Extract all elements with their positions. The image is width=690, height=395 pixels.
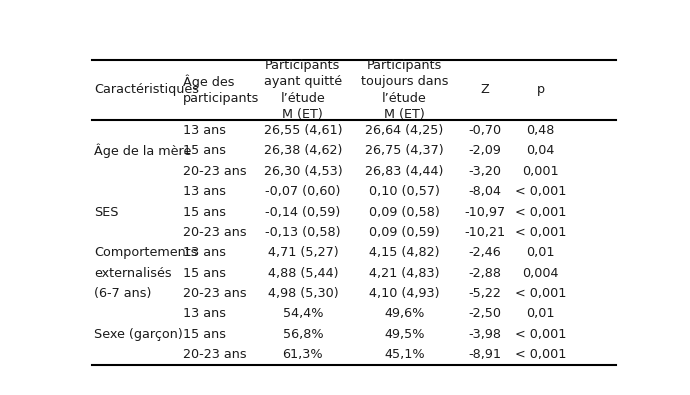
- Text: 15 ans: 15 ans: [182, 145, 226, 158]
- Text: -2,09: -2,09: [469, 145, 501, 158]
- Text: 20-23 ans: 20-23 ans: [182, 226, 246, 239]
- Text: 26,75 (4,37): 26,75 (4,37): [365, 145, 444, 158]
- Text: 49,6%: 49,6%: [384, 307, 424, 320]
- Text: 4,71 (5,27): 4,71 (5,27): [268, 246, 338, 260]
- Text: p: p: [537, 83, 545, 96]
- Text: -3,98: -3,98: [468, 328, 501, 341]
- Text: 4,98 (5,30): 4,98 (5,30): [268, 287, 338, 300]
- Text: < 0,001: < 0,001: [515, 185, 566, 198]
- Text: 15 ans: 15 ans: [182, 205, 226, 218]
- Text: 0,004: 0,004: [522, 267, 559, 280]
- Text: 20-23 ans: 20-23 ans: [182, 348, 246, 361]
- Text: 0,01: 0,01: [526, 246, 555, 260]
- Text: 26,30 (4,53): 26,30 (4,53): [264, 165, 342, 178]
- Text: 26,55 (4,61): 26,55 (4,61): [264, 124, 342, 137]
- Text: 54,4%: 54,4%: [283, 307, 323, 320]
- Text: 0,04: 0,04: [526, 145, 555, 158]
- Text: Participants
ayant quitté
l’étude
M (ET): Participants ayant quitté l’étude M (ET): [264, 59, 342, 121]
- Text: SES: SES: [95, 205, 119, 218]
- Text: 13 ans: 13 ans: [182, 246, 226, 260]
- Text: 4,10 (4,93): 4,10 (4,93): [369, 287, 440, 300]
- Text: -0,14 (0,59): -0,14 (0,59): [265, 205, 340, 218]
- Text: -10,97: -10,97: [464, 205, 505, 218]
- Text: 26,38 (4,62): 26,38 (4,62): [264, 145, 342, 158]
- Text: 0,09 (0,58): 0,09 (0,58): [369, 205, 440, 218]
- Text: -0,13 (0,58): -0,13 (0,58): [265, 226, 341, 239]
- Text: 49,5%: 49,5%: [384, 328, 424, 341]
- Text: -3,20: -3,20: [468, 165, 501, 178]
- Text: 26,64 (4,25): 26,64 (4,25): [365, 124, 444, 137]
- Text: Comportements: Comportements: [95, 246, 198, 260]
- Text: 26,83 (4,44): 26,83 (4,44): [365, 165, 444, 178]
- Text: 0,001: 0,001: [522, 165, 559, 178]
- Text: -8,91: -8,91: [468, 348, 501, 361]
- Text: 13 ans: 13 ans: [182, 185, 226, 198]
- Text: -10,21: -10,21: [464, 226, 505, 239]
- Text: Sexe (garçon): Sexe (garçon): [95, 328, 183, 341]
- Text: < 0,001: < 0,001: [515, 287, 566, 300]
- Text: 20-23 ans: 20-23 ans: [182, 287, 246, 300]
- Text: (6-7 ans): (6-7 ans): [95, 287, 152, 300]
- Text: 0,48: 0,48: [526, 124, 555, 137]
- Text: 4,21 (4,83): 4,21 (4,83): [369, 267, 440, 280]
- Text: 20-23 ans: 20-23 ans: [182, 165, 246, 178]
- Text: -0,70: -0,70: [468, 124, 501, 137]
- Text: Z: Z: [480, 83, 489, 96]
- Text: -2,46: -2,46: [469, 246, 501, 260]
- Text: 56,8%: 56,8%: [282, 328, 323, 341]
- Text: < 0,001: < 0,001: [515, 226, 566, 239]
- Text: 0,09 (0,59): 0,09 (0,59): [369, 226, 440, 239]
- Text: Caractéristiques: Caractéristiques: [95, 83, 199, 96]
- Text: 4,15 (4,82): 4,15 (4,82): [369, 246, 440, 260]
- Text: 15 ans: 15 ans: [182, 267, 226, 280]
- Text: 0,01: 0,01: [526, 307, 555, 320]
- Text: 13 ans: 13 ans: [182, 124, 226, 137]
- Text: 13 ans: 13 ans: [182, 307, 226, 320]
- Text: 45,1%: 45,1%: [384, 348, 425, 361]
- Text: 4,88 (5,44): 4,88 (5,44): [268, 267, 338, 280]
- Text: -2,50: -2,50: [468, 307, 501, 320]
- Text: -0,07 (0,60): -0,07 (0,60): [265, 185, 340, 198]
- Text: < 0,001: < 0,001: [515, 348, 566, 361]
- Text: externalisés: externalisés: [95, 267, 172, 280]
- Text: 15 ans: 15 ans: [182, 328, 226, 341]
- Text: < 0,001: < 0,001: [515, 205, 566, 218]
- Text: -2,88: -2,88: [468, 267, 501, 280]
- Text: -5,22: -5,22: [469, 287, 501, 300]
- Text: -8,04: -8,04: [468, 185, 501, 198]
- Text: Âge des
participants: Âge des participants: [182, 75, 259, 105]
- Text: < 0,001: < 0,001: [515, 328, 566, 341]
- Text: Âge de la mère: Âge de la mère: [95, 144, 192, 158]
- Text: 0,10 (0,57): 0,10 (0,57): [369, 185, 440, 198]
- Text: 61,3%: 61,3%: [282, 348, 323, 361]
- Text: Participants
toujours dans
l’étude
M (ET): Participants toujours dans l’étude M (ET…: [361, 59, 448, 121]
